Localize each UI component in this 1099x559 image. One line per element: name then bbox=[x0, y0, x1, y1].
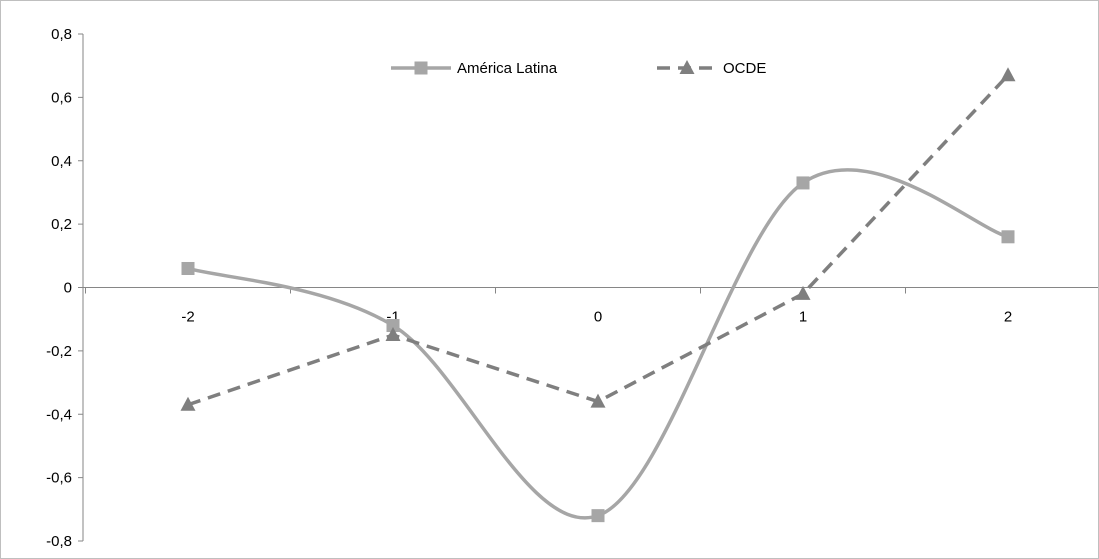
data-point bbox=[385, 327, 401, 342]
axis-ticks: 0,80,60,40,20-0,2-0,4-0,6-0,8-2 -1 0 1 2 bbox=[46, 26, 1012, 550]
legend-marker bbox=[679, 60, 695, 74]
legend-label: OCDE bbox=[723, 60, 766, 77]
legend-label: América Latina bbox=[457, 60, 558, 77]
y-tick-label: -0,6 bbox=[46, 470, 72, 487]
data-point bbox=[590, 393, 606, 408]
data-point bbox=[591, 509, 605, 523]
series-line bbox=[187, 73, 1010, 407]
y-tick-label: -0,2 bbox=[46, 343, 72, 360]
y-tick-label: 0,4 bbox=[51, 153, 72, 170]
legend-item-ocde: OCDE bbox=[657, 60, 766, 77]
y-tick-label: -0,8 bbox=[46, 533, 72, 550]
x-tick-label: -2 bbox=[181, 309, 194, 326]
axes bbox=[82, 34, 1098, 541]
y-tick-label: 0,2 bbox=[51, 216, 72, 233]
y-tick-label: 0 bbox=[64, 280, 72, 297]
data-point bbox=[796, 176, 810, 190]
data-point bbox=[1000, 67, 1016, 82]
legend: América Latina OCDE bbox=[391, 60, 766, 77]
series-lines bbox=[180, 67, 1016, 523]
series-ocde bbox=[180, 67, 1016, 411]
legend-marker bbox=[414, 61, 428, 75]
x-tick-label: 1 bbox=[799, 309, 807, 326]
legend-item-america-latina: América Latina bbox=[391, 60, 558, 77]
x-tick-label: 2 bbox=[1004, 309, 1012, 326]
data-point bbox=[386, 319, 400, 333]
series-line bbox=[186, 168, 1010, 520]
y-tick-label: -0,4 bbox=[46, 406, 72, 423]
data-point bbox=[795, 285, 811, 300]
x-tick-label: 0 bbox=[594, 309, 602, 326]
y-tick-label: 0,8 bbox=[51, 26, 72, 43]
data-point bbox=[180, 396, 196, 411]
y-tick-label: 0,6 bbox=[51, 89, 72, 106]
data-point bbox=[181, 261, 195, 275]
series-america-latina bbox=[181, 168, 1015, 523]
data-point bbox=[1001, 230, 1015, 244]
